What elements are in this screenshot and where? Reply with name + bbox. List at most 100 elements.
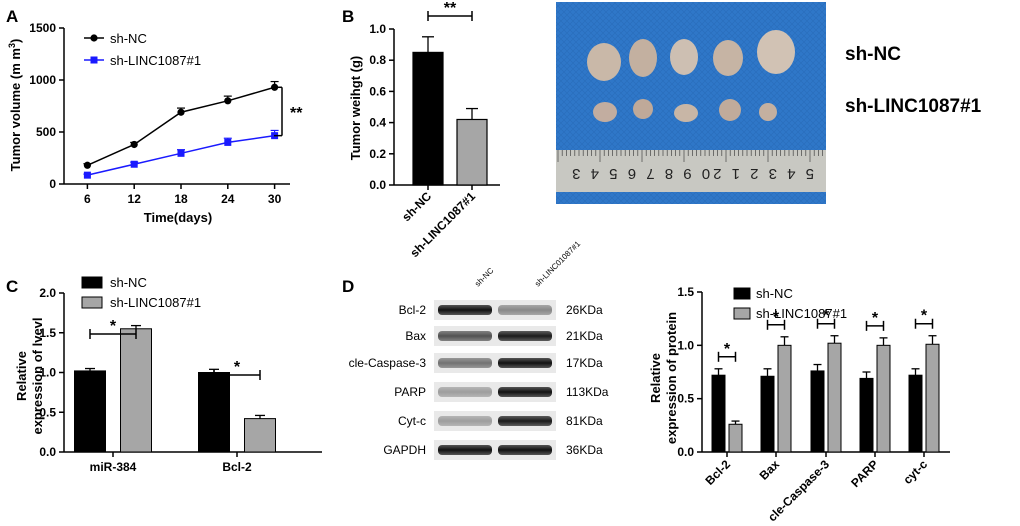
- blot-band-sh-0: [498, 305, 552, 315]
- chart-c-xtick-label-0: miR-384: [90, 460, 137, 474]
- chart-c-sig-1-label: *: [234, 359, 241, 376]
- tumor-photo: 5 4 3 2 1 20 9 8 7 6 5 4 3: [556, 2, 826, 204]
- chart-d-ytick-label: 0.5: [677, 392, 694, 406]
- chart-c-relative-expression: 0.0 0.5 1.0 1.5 2.0 miR-384 * Bcl-2 * sh-NC sh-LIN…: [39, 275, 322, 474]
- chart-a-ytick-label: 1000: [29, 73, 56, 87]
- chart-c-legend-label-0: sh-NC: [110, 275, 147, 290]
- chart-b-xtick-label-0: sh-NC: [399, 189, 434, 224]
- chart-d-bar-2-1: [827, 342, 842, 453]
- chart-d-xtick-label-3: PARP: [848, 457, 881, 490]
- blot-protein-2: cle-Caspase-3: [349, 356, 427, 370]
- chart-c-legend-swatch-1: [81, 296, 103, 309]
- tumor-sh-5: [759, 103, 777, 121]
- chart-b-ytick-label: 0.4: [369, 116, 386, 130]
- chart-a-legend-marker-1: [90, 56, 98, 64]
- chart-b-bar-1: [456, 118, 488, 186]
- chart-a-xtick-label: 24: [221, 192, 235, 206]
- blot-band-sh-4: [498, 416, 552, 426]
- tumor-sh-1: [593, 102, 617, 122]
- blot-band-nc-4: [438, 416, 492, 426]
- chart-a-legend-label-1: sh-LINC1087#1: [110, 53, 201, 68]
- photo-label-sh-nc: sh-NC: [845, 44, 901, 65]
- photo-label-sh-linc: sh-LINC1087#1: [845, 96, 982, 117]
- chart-b-bar-0: [412, 51, 444, 186]
- chart-d-ytick-label: 1.0: [677, 338, 694, 352]
- chart-a-point-1: [224, 138, 232, 146]
- chart-d-bar-2-0: [810, 370, 825, 453]
- chart-c-sig-0-label: *: [110, 318, 117, 335]
- blot-band-sh-1: [498, 331, 552, 341]
- chart-d-bar-4-0: [908, 374, 923, 453]
- tumor-sh-2: [633, 99, 653, 119]
- chart-d-legend-swatch-0: [733, 287, 751, 300]
- chart-a-xtick-label: 18: [174, 192, 188, 206]
- blot-protein-5: GAPDH: [383, 443, 426, 457]
- blot-band-nc-3: [438, 387, 492, 397]
- ruler-numbers: 5 4 3 2 1 20 9 8 7 6 5 4 3: [569, 165, 814, 182]
- chart-d-xtick-label-1: Bax: [757, 457, 783, 483]
- chart-d-sig-3-label: *: [872, 310, 879, 327]
- chart-d-ytick-label: 1.5: [677, 285, 694, 299]
- chart-c-ytick-label: 1.0: [39, 366, 56, 380]
- chart-b-ylabel: Tumor weihgt (g): [348, 56, 363, 160]
- blot-size-2: 17KDa: [566, 356, 603, 370]
- chart-c-ylabel-line2: expression of lvevl: [30, 317, 45, 434]
- blot-band-sh-5: [498, 445, 552, 455]
- chart-d-bar-1-0: [760, 375, 775, 453]
- chart-d-bar-1-1: [777, 344, 792, 453]
- blot-protein-3: PARP: [394, 385, 426, 399]
- chart-d-ytick-label: 0.0: [677, 445, 694, 459]
- tumor-nc-1: [587, 43, 621, 81]
- blot-protein-1: Bax: [405, 329, 426, 343]
- chart-a-xtick-label: 6: [84, 192, 91, 206]
- tumor-nc-4: [713, 40, 743, 76]
- chart-c-legend-label-1: sh-LINC1087#1: [110, 295, 201, 310]
- chart-b-ytick-label: 0.6: [369, 84, 386, 98]
- blot-band-nc-1: [438, 331, 492, 341]
- chart-a-point-1: [177, 149, 185, 157]
- chart-d-legend-label-0: sh-NC: [756, 286, 793, 301]
- blot-size-0: 26KDa: [566, 303, 603, 317]
- chart-b-ytick-label: 1.0: [369, 22, 386, 36]
- chart-b-ytick-label: 0.8: [369, 53, 386, 67]
- blot-size-5: 36KDa: [566, 443, 603, 457]
- chart-a-point-0: [130, 140, 138, 149]
- blot-band-nc-5: [438, 445, 492, 455]
- tumor-sh-3: [674, 104, 698, 122]
- chart-d-bar-0-1: [728, 423, 743, 453]
- chart-a-point-0: [224, 97, 232, 105]
- chart-a-ytick-label: 1500: [29, 21, 56, 35]
- chart-a-legend-marker-0: [90, 34, 98, 42]
- blot-protein-4: Cyt-c: [398, 414, 426, 428]
- chart-a-point-0: [83, 161, 91, 169]
- chart-c-ytick-label: 2.0: [39, 286, 56, 300]
- chart-a-point-1: [83, 171, 91, 179]
- chart-c-bar-0-0: [74, 370, 106, 453]
- tumor-nc-5: [757, 30, 795, 74]
- western-blot: sh-NC sh-LINC01087#1 Bcl-2 26KDa Bax 21KDa cle…: [349, 239, 609, 460]
- blot-lane-label-1: sh-LINC01087#1: [533, 239, 583, 289]
- chart-a-ytick-label: 500: [36, 125, 56, 139]
- chart-c-ytick-label: 0.0: [39, 445, 56, 459]
- chart-d-protein-expression: 0.00.51.01.5Bcl-2*Bax*cle-Caspase-3*PARP…: [677, 285, 950, 524]
- chart-d-bar-3-1: [876, 344, 891, 453]
- panel-label-d: D: [342, 277, 354, 296]
- chart-d-sig-0-label: *: [724, 341, 731, 358]
- chart-a-point-0: [177, 108, 185, 116]
- blot-lane-label-0: sh-NC: [473, 266, 496, 289]
- chart-c-bar-0-1: [120, 328, 152, 453]
- blot-band-nc-2: [438, 358, 492, 368]
- chart-d-bar-3-0: [859, 377, 874, 453]
- tumor-sh-4: [719, 99, 741, 121]
- blot-band-nc-0: [438, 305, 492, 315]
- chart-a-xlabel: Time(days): [144, 210, 212, 225]
- chart-b-ytick-label: 0.0: [369, 178, 386, 192]
- panel-label-c: C: [6, 277, 18, 296]
- blot-size-1: 21KDa: [566, 329, 603, 343]
- chart-c-bar-1-0: [198, 372, 230, 453]
- blot-size-4: 81KDa: [566, 414, 603, 428]
- tumor-nc-3: [670, 39, 698, 75]
- chart-d-legend-swatch-1: [733, 307, 751, 320]
